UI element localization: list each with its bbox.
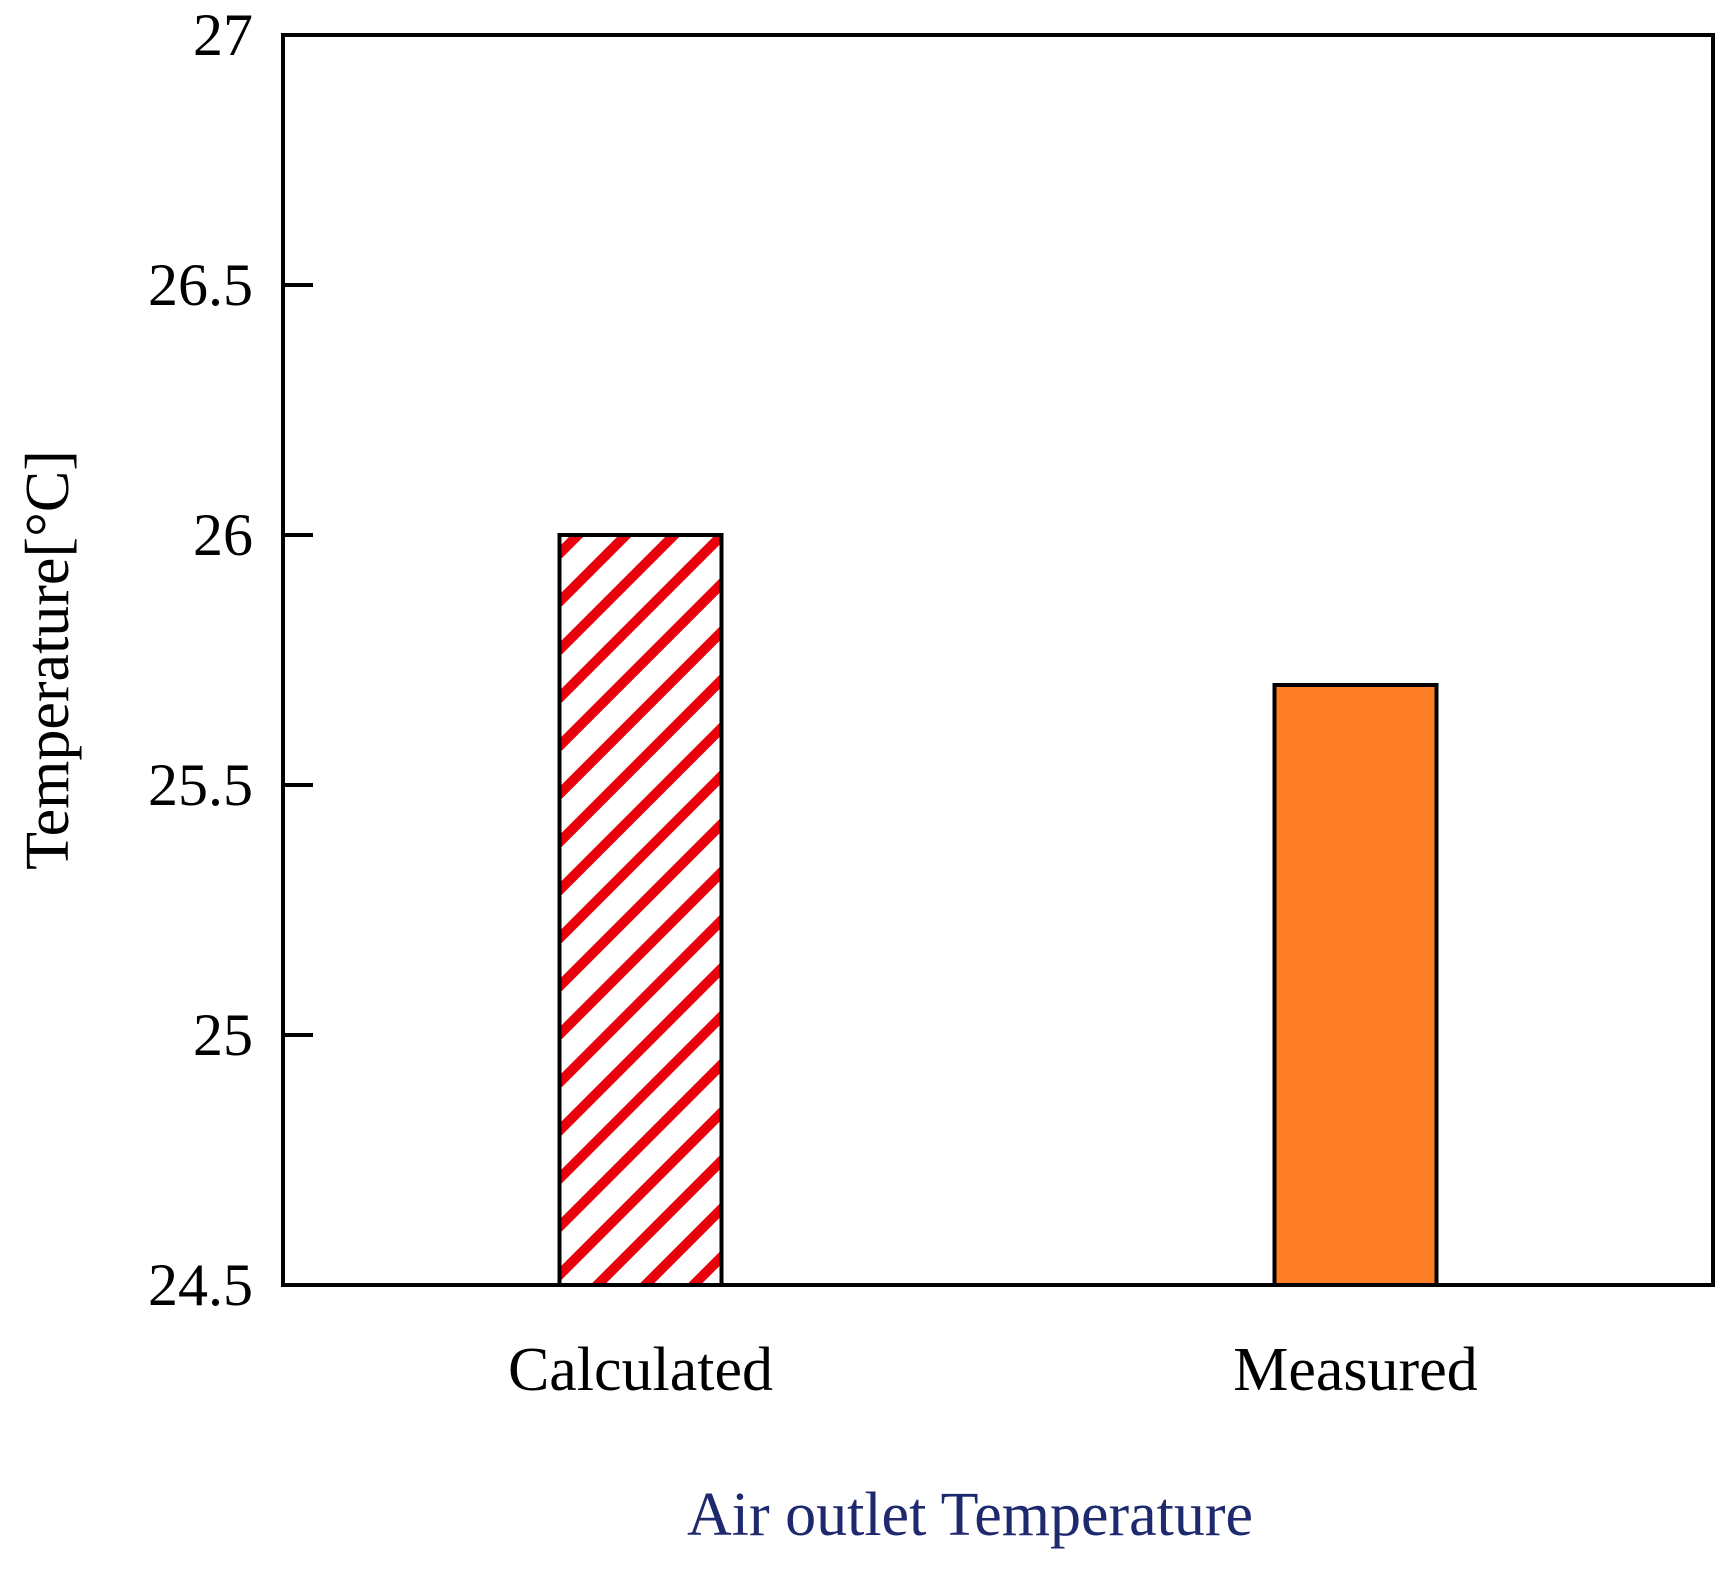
y-tick-label: 24.5 (148, 1252, 253, 1318)
x-tick-label: Measured (1233, 1336, 1477, 1404)
bar-calculated (557, 533, 724, 1287)
y-tick-label: 26.5 (148, 252, 253, 318)
y-axis: 24.5 25 25.5 26 26.5 27 (148, 2, 313, 1318)
plot-frame (281, 33, 1715, 1287)
x-tick-label: Calculated (508, 1336, 773, 1404)
y-tick-label: 26 (193, 502, 253, 568)
bar-measured (1272, 683, 1439, 1287)
y-tick-label: 27 (193, 2, 253, 68)
x-axis: Calculated Measured (508, 1336, 1478, 1404)
bars-layer (557, 533, 1439, 1287)
x-axis-label: Air outlet Temperature (687, 1481, 1253, 1549)
y-tick-label: 25 (193, 1002, 253, 1068)
y-tick-label: 25.5 (148, 752, 253, 818)
y-axis-label: Temperature[°C] (14, 450, 82, 870)
